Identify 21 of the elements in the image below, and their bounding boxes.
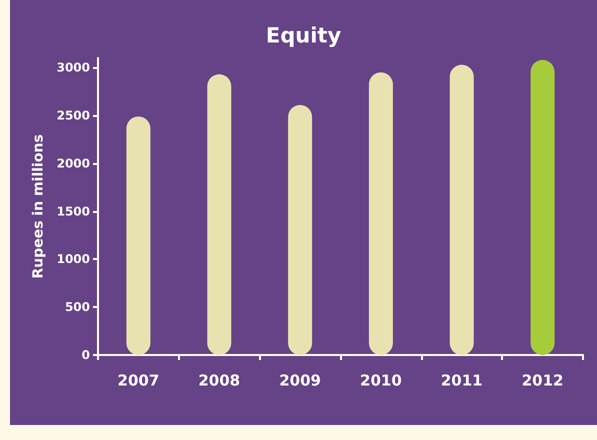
bar xyxy=(126,116,150,355)
y-tick-label: 2500 xyxy=(56,108,90,122)
x-tick-label: 2011 xyxy=(440,372,483,390)
x-tick-label: 2008 xyxy=(198,372,240,390)
x-tick-label: 2010 xyxy=(360,372,402,390)
y-tick-label: 500 xyxy=(64,300,90,314)
y-tick-label: 3000 xyxy=(56,60,90,75)
x-tick-label: 2007 xyxy=(118,372,160,390)
y-tick-label: 1500 xyxy=(56,204,90,218)
x-tick-label: 2009 xyxy=(279,372,321,390)
y-tick-label: 2000 xyxy=(56,156,90,170)
bar xyxy=(207,74,232,355)
x-tick-label: 2012 xyxy=(522,372,564,390)
bar xyxy=(450,64,474,355)
bar xyxy=(530,60,555,355)
y-tick-label: 1000 xyxy=(56,252,90,266)
chart-title: Equity xyxy=(266,24,342,48)
bar xyxy=(288,104,312,355)
y-tick-label: 0 xyxy=(82,348,90,362)
bar xyxy=(368,72,393,355)
y-axis-title: Rupees in millions xyxy=(30,134,47,279)
